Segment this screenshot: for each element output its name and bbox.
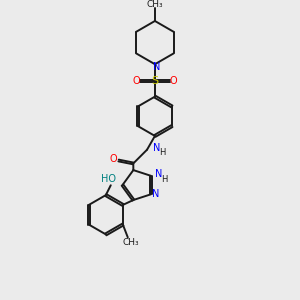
Text: N: N	[155, 169, 163, 179]
Text: H: H	[161, 175, 168, 184]
Text: CH₃: CH₃	[122, 238, 139, 247]
Text: CH₃: CH₃	[147, 0, 163, 9]
Text: H: H	[160, 148, 166, 157]
Text: O: O	[132, 76, 140, 86]
Text: HO: HO	[101, 174, 116, 184]
Text: O: O	[170, 76, 177, 86]
Text: N: N	[153, 143, 161, 153]
Text: N: N	[153, 62, 161, 72]
Text: O: O	[110, 154, 118, 164]
Text: S: S	[151, 76, 158, 86]
Text: N: N	[152, 189, 160, 199]
